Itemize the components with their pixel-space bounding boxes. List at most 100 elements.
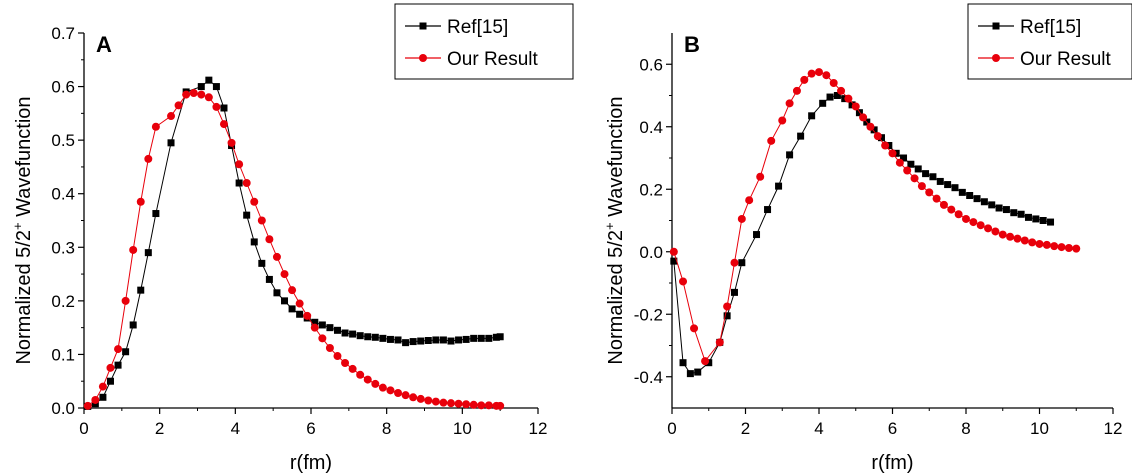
data-point [356, 332, 364, 340]
data-point [679, 277, 688, 286]
y-tick-label: 0.3 [51, 238, 75, 257]
data-point [212, 83, 220, 91]
data-point [925, 188, 934, 197]
legend-marker [419, 54, 427, 62]
data-point [679, 359, 687, 367]
data-point [122, 348, 130, 356]
data-point [951, 184, 959, 192]
data-point [969, 218, 978, 227]
data-point [469, 400, 478, 409]
data-point [764, 206, 772, 214]
data-point [296, 310, 304, 318]
data-point [333, 326, 341, 334]
series-our-result [669, 68, 1081, 366]
data-point [723, 312, 731, 320]
data-point [98, 382, 107, 391]
data-point [1013, 234, 1022, 243]
data-point [833, 92, 841, 99]
data-point [792, 86, 801, 95]
data-point [954, 210, 963, 219]
data-point [756, 172, 765, 181]
data-point [378, 383, 387, 392]
data-point [326, 324, 334, 332]
y-tick-label: -0.4 [634, 368, 663, 387]
data-point [1024, 213, 1032, 221]
data-point [129, 245, 138, 254]
legend: Ref[15] Our Result [394, 3, 574, 80]
x-tick-label: 10 [453, 419, 472, 438]
data-point [859, 113, 868, 122]
panel-label: A [96, 32, 112, 57]
data-point [910, 174, 919, 183]
y-tick-label: 0.1 [51, 345, 75, 364]
data-point [944, 181, 952, 189]
data-point [1028, 238, 1037, 247]
data-point [114, 361, 122, 369]
data-point [91, 395, 100, 404]
data-point [851, 102, 860, 111]
data-point [881, 141, 890, 150]
data-point [976, 221, 985, 230]
data-point [914, 165, 922, 173]
y-axis-title-main: Normalized 5/2 [13, 230, 35, 365]
data-point [83, 401, 92, 410]
data-point [114, 345, 123, 354]
data-point [454, 399, 463, 408]
data-point [470, 334, 478, 342]
y-axis-title-superscript: + [602, 222, 617, 230]
data-point [991, 227, 1000, 236]
data-point [496, 333, 504, 341]
data-point [204, 93, 213, 102]
data-point [797, 132, 805, 140]
data-point [730, 258, 739, 267]
data-point [932, 194, 941, 203]
data-point [242, 179, 251, 187]
data-point [690, 324, 699, 333]
data-point [1072, 244, 1081, 253]
data-point [189, 89, 198, 97]
legend-label: Ref[15] [447, 17, 508, 38]
data-point [257, 216, 266, 225]
data-point [401, 391, 410, 400]
data-point [250, 238, 258, 246]
data-point [1057, 243, 1066, 252]
data-point [409, 338, 417, 346]
data-point [715, 338, 724, 347]
data-point [235, 179, 243, 187]
data-point [106, 363, 115, 372]
data-point [753, 231, 761, 239]
y-tick-label: 0.5 [51, 131, 75, 150]
data-point [1032, 215, 1040, 223]
data-point [152, 210, 160, 218]
y-tick-label: 0.2 [51, 292, 75, 311]
data-point [995, 204, 1003, 212]
data-point [447, 337, 455, 345]
data-point [815, 68, 823, 77]
data-point [492, 333, 500, 341]
data-point [99, 393, 107, 401]
data-point [341, 329, 349, 337]
legend-box [967, 3, 1132, 80]
data-point [462, 400, 471, 409]
data-point [288, 286, 297, 295]
data-point [1002, 206, 1010, 214]
data-point [669, 247, 678, 256]
data-point [310, 323, 319, 332]
data-point [272, 252, 281, 261]
data-point [432, 336, 440, 344]
data-point [386, 335, 394, 343]
data-point [409, 393, 418, 402]
data-point [984, 224, 993, 233]
data-point [333, 352, 342, 361]
data-point [371, 333, 379, 341]
data-point [484, 401, 493, 410]
legend-box [394, 3, 574, 80]
data-point [394, 336, 402, 344]
data-point [431, 397, 440, 406]
y-axis-title: Normalized 5/2+ Wavefunction [602, 96, 627, 364]
legend-label: Our Result [447, 49, 539, 70]
y-tick-label: 0.4 [639, 118, 663, 137]
x-tick-label: 8 [961, 419, 970, 438]
y-tick-label: 0.2 [639, 180, 663, 199]
data-point [738, 259, 746, 267]
